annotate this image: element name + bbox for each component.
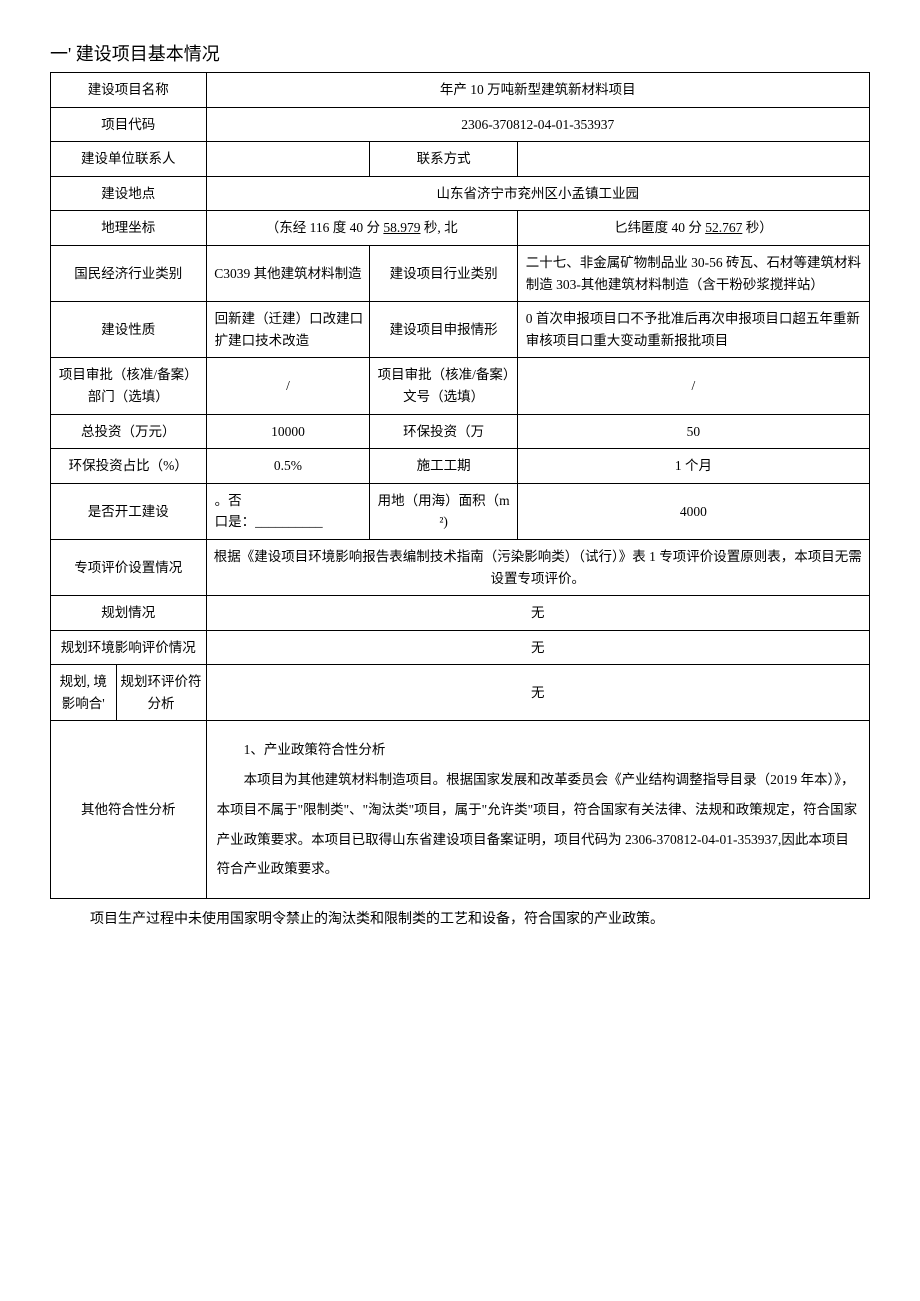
cell-label: 规划, 境影响合'	[51, 665, 117, 721]
table-row: 国民经济行业类别 C3039 其他建筑材料制造 建设项目行业类别 二十七、非金属…	[51, 245, 870, 301]
cell-label: 施工工期	[370, 449, 517, 484]
cell-value: 0 首次申报项目口不予批准后再次申报项目口超五年重新审核项目口重大变动重新报批项…	[517, 302, 869, 358]
coords-east-text: （东经 116 度 40 分 58.979 秒, 北	[266, 220, 458, 235]
cell-label: 规划环评价符分析	[116, 665, 206, 721]
cell-label: 建设项目行业类别	[370, 245, 517, 301]
cell-label: 总投资（万元）	[51, 414, 207, 449]
table-row: 建设地点 山东省济宁市兖州区小孟镇工业园	[51, 176, 870, 211]
cell-label: 建设项目名称	[51, 73, 207, 108]
table-row: 建设性质 回新建（迁建）口改建口扩建口技术改造 建设项目申报情形 0 首次申报项…	[51, 302, 870, 358]
cell-value: 匕纬匿度 40 分 52.767 秒）	[517, 211, 869, 246]
page-title: 一' 建设项目基本情况	[50, 40, 870, 66]
cell-value: 无	[206, 596, 869, 631]
cell-value: 10000	[206, 414, 370, 449]
cell-label: 环保投资（万	[370, 414, 517, 449]
cell-label: 建设项目申报情形	[370, 302, 517, 358]
table-row: 建设项目名称 年产 10 万吨新型建筑新材料项目	[51, 73, 870, 108]
table-row: 总投资（万元） 10000 环保投资（万 50	[51, 414, 870, 449]
table-row: 项目审批（核准/备案）部门（选填） / 项目审批（核准/备案）文号（选填） /	[51, 358, 870, 414]
table-row: 环保投资占比（%） 0.5% 施工工期 1 个月	[51, 449, 870, 484]
table-row: 专项评价设置情况 根据《建设项目环境影响报告表编制技术指南（污染影响类）（试行）…	[51, 539, 870, 595]
cell-label: 规划情况	[51, 596, 207, 631]
cell-value: 0.5%	[206, 449, 370, 484]
cell-value: 1 个月	[517, 449, 869, 484]
table-row: 规划情况 无	[51, 596, 870, 631]
cell-label: 地理坐标	[51, 211, 207, 246]
table-row: 规划, 境影响合' 规划环评价符分析 无	[51, 665, 870, 721]
cell-label: 建设单位联系人	[51, 142, 207, 177]
cell-value: 4000	[517, 483, 869, 539]
cell-label: 规划环境影响评价情况	[51, 630, 207, 665]
cell-value: 回新建（迁建）口改建口扩建口技术改造	[206, 302, 370, 358]
cell-label: 联系方式	[370, 142, 517, 177]
footer-text: 项目生产过程中未使用国家明令禁止的淘汰类和限制类的工艺和设备，符合国家的产业政策…	[50, 907, 870, 932]
cell-value: C3039 其他建筑材料制造	[206, 245, 370, 301]
project-info-table: 建设项目名称 年产 10 万吨新型建筑新材料项目 项目代码 2306-37081…	[50, 72, 870, 899]
cell-value: （东经 116 度 40 分 58.979 秒, 北	[206, 211, 517, 246]
table-row: 规划环境影响评价情况 无	[51, 630, 870, 665]
coords-north-text: 匕纬匿度 40 分 52.767 秒）	[614, 220, 773, 235]
cell-value: 无	[206, 630, 869, 665]
analysis-body: 本项目为其他建筑材料制造项目。根据国家发展和改革委员会《产业结构调整指导目录（2…	[217, 765, 859, 884]
cell-value: 山东省济宁市兖州区小孟镇工业园	[206, 176, 869, 211]
cell-label: 是否开工建设	[51, 483, 207, 539]
cell-value: 50	[517, 414, 869, 449]
cell-label: 项目审批（核准/备案）部门（选填）	[51, 358, 207, 414]
analysis-title: 1、产业政策符合性分析	[217, 735, 859, 765]
table-row: 其他符合性分析 1、产业政策符合性分析 本项目为其他建筑材料制造项目。根据国家发…	[51, 721, 870, 898]
cell-label: 用地（用海）面积（m²)	[370, 483, 517, 539]
cell-value	[517, 142, 869, 177]
cell-value: 年产 10 万吨新型建筑新材料项目	[206, 73, 869, 108]
cell-label: 国民经济行业类别	[51, 245, 207, 301]
cell-value: 2306-370812-04-01-353937	[206, 107, 869, 142]
cell-label: 建设性质	[51, 302, 207, 358]
cell-value: 二十七、非金属矿物制品业 30-56 砖瓦、石材等建筑材料制造 303-其他建筑…	[517, 245, 869, 301]
cell-label: 专项评价设置情况	[51, 539, 207, 595]
table-row: 建设单位联系人 联系方式	[51, 142, 870, 177]
table-row: 项目代码 2306-370812-04-01-353937	[51, 107, 870, 142]
table-row: 是否开工建设 。否 口是：__________ 用地（用海）面积（m²) 400…	[51, 483, 870, 539]
cell-value: 。否 口是：__________	[206, 483, 370, 539]
cell-label: 建设地点	[51, 176, 207, 211]
cell-value: /	[517, 358, 869, 414]
cell-value: 无	[206, 665, 869, 721]
cell-value: 1、产业政策符合性分析 本项目为其他建筑材料制造项目。根据国家发展和改革委员会《…	[206, 721, 869, 898]
table-row: 地理坐标 （东经 116 度 40 分 58.979 秒, 北 匕纬匿度 40 …	[51, 211, 870, 246]
cell-value: 根据《建设项目环境影响报告表编制技术指南（污染影响类）（试行）》表 1 专项评价…	[206, 539, 869, 595]
cell-value	[206, 142, 370, 177]
cell-label: 其他符合性分析	[51, 721, 207, 898]
cell-label: 环保投资占比（%）	[51, 449, 207, 484]
cell-value: /	[206, 358, 370, 414]
cell-label: 项目审批（核准/备案）文号（选填）	[370, 358, 517, 414]
cell-label: 项目代码	[51, 107, 207, 142]
